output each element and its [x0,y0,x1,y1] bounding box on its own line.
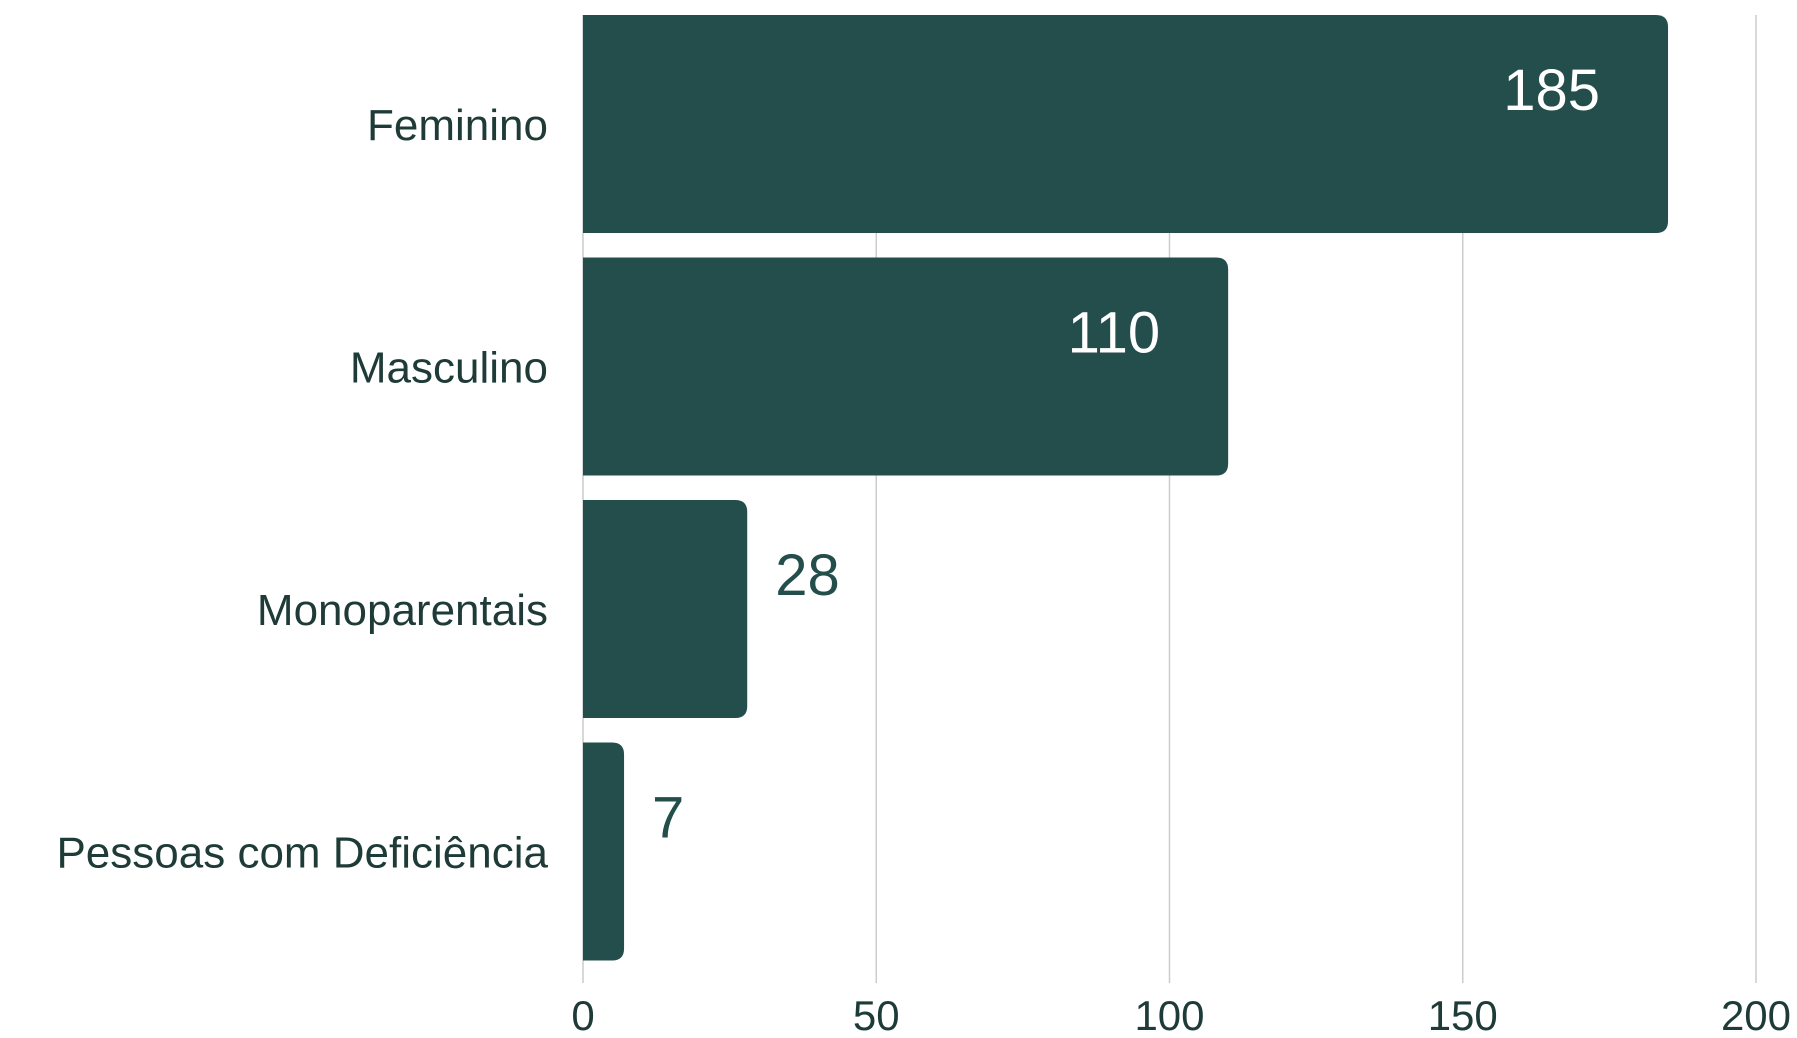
category-label: Monoparentais [257,586,548,635]
category-labels: Feminino Masculino Monoparentais Pessoas co… [56,101,548,878]
bars: 185 110 28 7 [583,15,1669,961]
category-label: Feminino [367,101,548,150]
bar-masculino [583,257,1229,476]
x-tick-label: 0 [571,992,594,1033]
x-tick-label: 100 [1134,992,1204,1033]
category-label: Masculino [350,344,548,393]
data-label: 110 [1068,301,1160,366]
category-label: Pessoas com Deficiência [56,829,548,878]
x-tick-label: 50 [853,992,900,1033]
x-tick-label: 150 [1428,992,1498,1033]
bar-pessoas-com-deficiência [583,742,625,961]
bar-monoparentais [583,500,748,718]
data-label: 28 [775,543,840,608]
data-label: 185 [1503,58,1600,123]
bar-feminino [583,15,1669,233]
x-tick-label: 200 [1721,992,1791,1033]
x-axis-ticks: 0 50 100 150 200 [571,992,1791,1038]
data-label: 7 [652,786,684,851]
